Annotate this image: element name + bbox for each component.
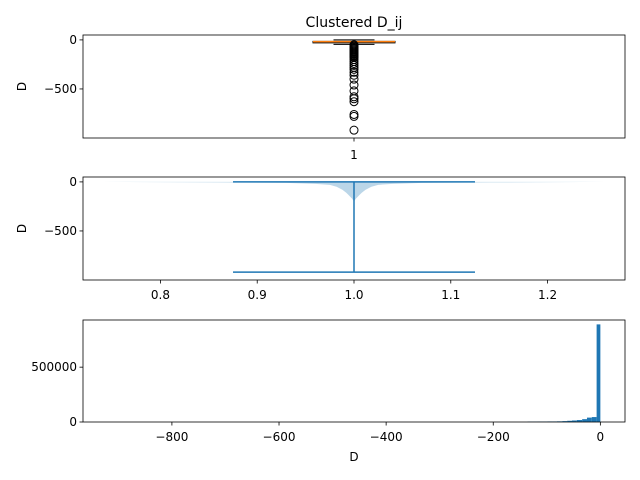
y-tick-label: 500000 xyxy=(31,360,77,374)
outlier-point xyxy=(349,67,359,77)
outlier-point xyxy=(349,111,359,121)
histogram-bar xyxy=(567,420,572,422)
outlier-point xyxy=(349,74,359,84)
outlier-point xyxy=(349,70,359,80)
chart-title: Clustered D_ij xyxy=(306,15,403,31)
outlier-point xyxy=(349,80,359,90)
histogram-bar xyxy=(576,420,583,422)
outlier-point xyxy=(349,64,359,74)
x-tick-label: −800 xyxy=(155,430,188,444)
x-tick-label: 1.0 xyxy=(344,288,363,302)
x-tick-label: 1.2 xyxy=(538,288,557,302)
violin-panel: 0 −500 0.8 0.9 1.0 1.1 1.2 D xyxy=(15,175,626,302)
x-tick-label: −400 xyxy=(370,430,403,444)
x-tick-label: −600 xyxy=(263,430,296,444)
outlier-point xyxy=(349,97,359,107)
x-tick-label: 0 xyxy=(597,430,605,444)
axes-frame xyxy=(82,319,626,423)
y-tick-label: 0 xyxy=(69,33,77,47)
y-tick-label: 0 xyxy=(69,175,77,189)
histogram-bar xyxy=(582,419,587,422)
x-axis-label: D xyxy=(349,450,358,464)
outlier-point xyxy=(349,125,359,135)
outlier-point xyxy=(349,94,359,104)
x-tick-label: 0.8 xyxy=(151,288,170,302)
histogram-bar xyxy=(562,421,568,422)
y-tick-label: −500 xyxy=(44,82,77,96)
x-tick-label: 0.9 xyxy=(248,288,267,302)
histogram-panel: 0 500000 −800 −600 −400 −200 0 D xyxy=(31,319,626,464)
histogram-bar xyxy=(591,417,597,422)
y-axis-label: D xyxy=(15,224,29,233)
y-tick-label: 0 xyxy=(69,415,77,429)
histogram-bar xyxy=(571,420,577,422)
x-tick-label: 1.1 xyxy=(441,288,460,302)
outlier-point xyxy=(349,109,359,119)
x-tick-label: 1 xyxy=(350,148,358,162)
y-axis-label: D xyxy=(15,82,29,91)
x-tick-label: −200 xyxy=(477,430,510,444)
y-tick-label: −500 xyxy=(44,224,77,238)
histogram-bar xyxy=(586,417,592,422)
histogram-bar xyxy=(596,324,601,422)
boxplot-panel: 0 −500 1 D xyxy=(15,33,626,162)
